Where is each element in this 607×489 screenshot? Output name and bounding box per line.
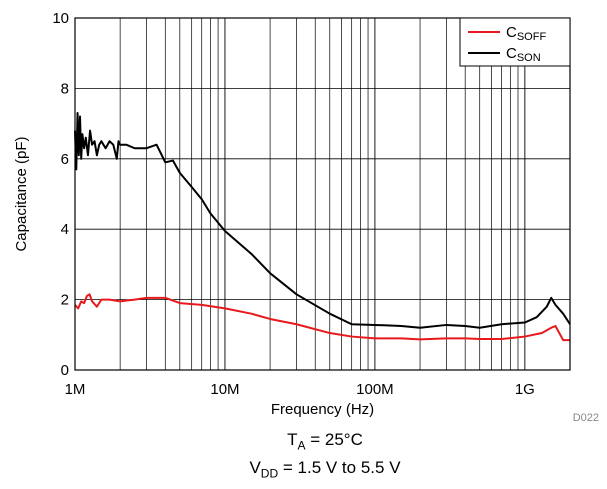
ta-subscript: A — [297, 438, 306, 453]
series-line-c-son — [74, 112, 571, 329]
y-tick-label: 4 — [61, 221, 69, 238]
ta-value: = 25°C — [305, 430, 363, 449]
legend-box — [459, 17, 571, 67]
temperature-condition: TA = 25°C — [0, 430, 607, 452]
vdd-value: = 1.5 V to 5.5 V — [278, 458, 401, 477]
y-tick-label: 10 — [52, 10, 69, 27]
figure-id: D022 — [572, 412, 599, 424]
y-tick-labels: 0 2 4 6 8 10 — [52, 10, 69, 379]
vdd-symbol: V — [249, 458, 261, 477]
plot-frame — [74, 17, 571, 371]
x-tick-label: 1M — [65, 381, 86, 398]
x-axis-label: Frequency (Hz) — [271, 401, 374, 418]
capacitance-chart: 1M 10M 100M 1G 0 2 4 6 8 10 Frequency (Hz) Capac… — [13, 10, 571, 418]
y-tick-label: 0 — [61, 362, 69, 379]
vdd-subscript: DD — [260, 466, 279, 481]
legend-label: CSON — [506, 45, 541, 64]
supply-voltage-condition: VDD = 1.5 V to 5.5 V — [0, 458, 607, 480]
legend-label-subscript: SOFF — [517, 31, 547, 43]
y-axis-label: Capacitance (pF) — [13, 136, 30, 251]
ta-symbol: T — [287, 430, 298, 449]
y-tick-label: 8 — [61, 80, 69, 97]
legend-label-subscript: SON — [517, 52, 541, 64]
x-tick-label: 100M — [356, 381, 394, 398]
x-tick-labels: 1M 10M 100M 1G — [65, 381, 535, 398]
legend-label-main: C — [506, 24, 517, 41]
y-tick-label: 2 — [61, 292, 69, 309]
legend-label: CSOFF — [506, 24, 546, 43]
y-tick-label: 6 — [61, 151, 69, 168]
x-tick-label: 10M — [210, 381, 239, 398]
legend-label-main: C — [506, 45, 517, 62]
series-lines — [74, 112, 571, 342]
grid-lines — [74, 17, 571, 371]
series-line-c-soff — [74, 293, 570, 342]
x-tick-label: 1G — [515, 381, 535, 398]
